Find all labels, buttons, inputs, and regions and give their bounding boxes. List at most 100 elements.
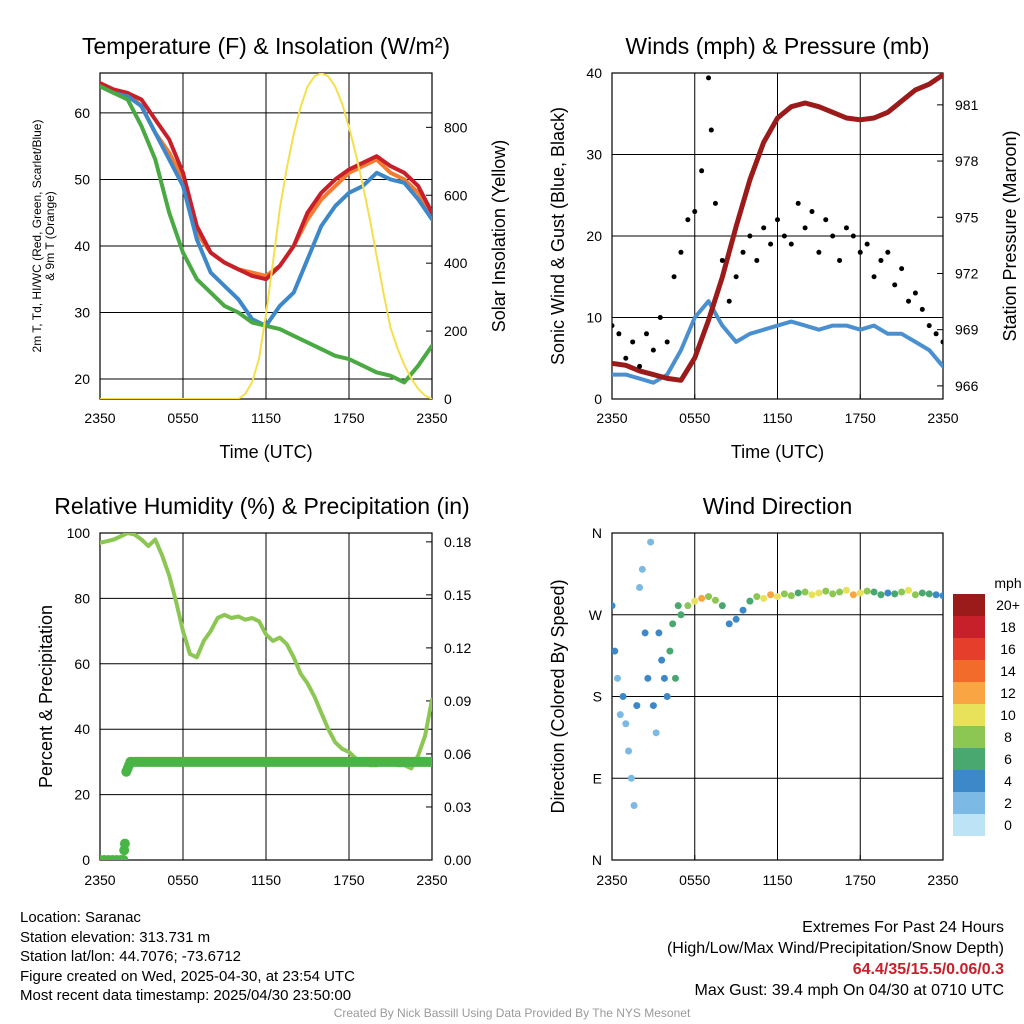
direction-point	[746, 597, 754, 605]
chart-title: Winds (mph) & Pressure (mb)	[625, 33, 929, 59]
direction-point	[691, 597, 699, 605]
series-point-gust	[809, 209, 815, 215]
series-point-gust	[657, 315, 663, 320]
direction-point	[932, 591, 940, 599]
direction-point	[616, 711, 624, 719]
time-tick-label: 2350	[596, 872, 627, 888]
series-point-gust	[933, 331, 939, 337]
series-point-gust	[775, 217, 780, 223]
direction-point	[684, 602, 692, 610]
y-tick-label: W	[589, 607, 603, 623]
station-info: Location: Saranac Station elevation: 313…	[20, 908, 355, 1006]
series-point-gust	[612, 323, 615, 329]
y2-tick-label: 981	[955, 97, 979, 113]
series-line-sonic-wind	[612, 299, 943, 385]
time-tick-label: 0550	[167, 872, 198, 888]
direction-point	[925, 590, 933, 598]
direction-point	[842, 586, 850, 594]
direction-point	[644, 674, 652, 682]
direction-point	[638, 565, 646, 573]
time-tick-label: 2350	[416, 410, 447, 426]
series-point-gust	[788, 241, 794, 247]
legend-swatch	[953, 814, 985, 836]
series-point-gust	[706, 75, 712, 81]
direction-point	[649, 702, 657, 710]
y-tick-label: 20	[74, 371, 90, 387]
y-tick-label: 0	[594, 391, 602, 407]
x-axis-label: Time (UTC)	[219, 442, 312, 462]
y2-tick-label: 400	[444, 255, 468, 271]
direction-point	[905, 586, 913, 594]
y-tick-label: 20	[74, 787, 90, 803]
direction-point	[630, 802, 638, 809]
legend-label: 6	[1004, 751, 1012, 767]
series-point-gust	[892, 282, 898, 288]
time-tick-label: 1750	[845, 872, 876, 888]
y-tick-label: 40	[74, 238, 90, 254]
series-point-gust	[650, 347, 656, 353]
legend-label: 20+	[996, 597, 1020, 613]
legend-label: 4	[1004, 773, 1012, 789]
series-point-gust	[940, 339, 943, 345]
y-tick-label: 20	[586, 228, 602, 244]
direction-point	[614, 674, 622, 682]
series-point-gust	[830, 233, 836, 239]
direction-point	[619, 693, 627, 700]
y-tick-label: N	[592, 852, 602, 868]
series-point-gust	[899, 266, 905, 272]
extremes-subheading: (High/Low/Max Wind/Precipitation/Snow De…	[666, 940, 1004, 957]
location-text: Location: Saranac	[20, 909, 141, 926]
legend-swatch	[953, 704, 985, 726]
direction-point	[732, 615, 740, 623]
direction-point	[884, 589, 892, 597]
series-point-gust	[616, 331, 622, 337]
time-tick-label: 1150	[762, 410, 792, 426]
chart-title: Wind Direction	[703, 493, 853, 519]
series-point-gust	[699, 168, 705, 174]
y-axis-label: 2m T, Td, HI/WC (Red, Green, Scarlet/Blu…	[30, 120, 44, 353]
direction-point	[711, 596, 719, 604]
direction-point	[705, 593, 713, 601]
direction-point	[677, 611, 685, 619]
time-tick-label: 2350	[596, 410, 627, 426]
direction-point	[627, 774, 635, 782]
series-point-gust	[623, 355, 629, 361]
y-tick-label: 60	[74, 656, 90, 672]
series-point-gust	[637, 363, 643, 369]
direction-point	[836, 588, 844, 596]
series-point-gust	[754, 257, 760, 263]
y-tick-label: 50	[74, 171, 90, 187]
direction-point	[863, 587, 871, 595]
series-point-gust	[630, 339, 636, 345]
direction-point	[636, 584, 644, 591]
panel-winds: 2350 0550 1150 1750 2350 0 10 20 30 40 966 969 972 97…	[548, 33, 1020, 462]
legend-label: 0	[1004, 817, 1012, 833]
chart-title: Temperature (F) & Insolation (W/m²)	[82, 33, 450, 59]
series-point-gust	[747, 233, 753, 239]
direction-point	[774, 593, 781, 601]
y-tick-label: S	[593, 689, 602, 705]
direction-point	[849, 591, 857, 599]
extremes-heading: Extremes For Past 24 Hours	[802, 919, 1004, 936]
legend-swatch	[953, 726, 985, 748]
direction-point	[780, 590, 788, 598]
direction-point	[674, 602, 682, 610]
series-point-gust	[823, 217, 829, 223]
legend-swatch	[953, 682, 985, 704]
direction-point	[856, 589, 864, 597]
y-tick-label: 30	[74, 305, 90, 321]
series-point-gust	[912, 290, 918, 296]
y-tick-label: 60	[74, 105, 90, 121]
series-point-gust	[906, 298, 912, 304]
direction-point	[641, 629, 649, 637]
series-point-gust	[768, 241, 774, 247]
direction-point	[801, 588, 809, 596]
x-axis-label: Time (UTC)	[731, 442, 824, 462]
y2-tick-label: 0.15	[444, 587, 471, 603]
direction-point	[753, 593, 761, 601]
y2-tick-label: 200	[444, 323, 468, 339]
series-point-gust	[685, 217, 691, 223]
created-text: Figure created on Wed, 2025-04-30, at 23…	[20, 967, 355, 985]
y-tick-label: N	[592, 525, 602, 541]
data-layer	[612, 538, 943, 809]
